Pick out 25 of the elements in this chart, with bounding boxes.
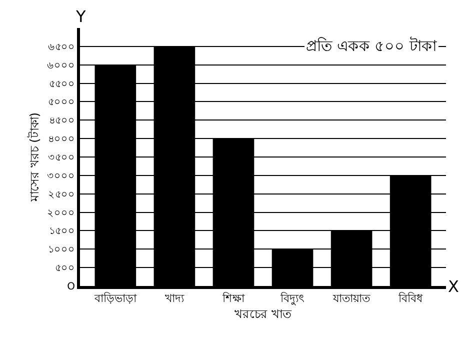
y-tick-label: ৫০০: [55, 263, 75, 274]
y-tick-label: ৩৫০০: [48, 152, 75, 164]
x-tick-label: যাতায়াত: [332, 292, 372, 306]
x-tick-label: বিবিধ: [398, 292, 424, 306]
x-tick-label: বিদ্যুৎ: [280, 292, 305, 306]
y-tick-label: ৪৫০০: [49, 116, 75, 127]
annotation: প্রতি একক ৫০০ টাকা: [306, 37, 438, 55]
y-tick-label: ৬০০০: [47, 60, 75, 72]
text: Y: [75, 7, 86, 26]
text: X: [448, 277, 459, 296]
y-tick-label: ৬৫০০: [48, 42, 75, 53]
x-tick-label: খাদ্য: [164, 292, 185, 306]
y-tick-label: O: [67, 282, 76, 292]
y-tick-label: ৫০০০: [48, 97, 75, 108]
y-tick-label: ২৫০০: [48, 189, 75, 200]
y-tick-label: ১০০০: [48, 244, 75, 256]
x-tick-label: শিক্ষা: [221, 292, 246, 306]
y-tick-label: ১৫০০: [49, 226, 75, 238]
x-axis-title: খরচের খাত: [234, 307, 292, 322]
y-tick-label: ২০০০: [47, 208, 75, 219]
x-tick-label: বাড়িভাড়া: [93, 292, 138, 306]
y-axis-title: মাসের খরচ (টাকা): [27, 112, 42, 202]
y-tick-label: ৫৫০০: [49, 78, 75, 90]
y-tick-label: ৩০০০: [47, 170, 75, 182]
y-tick-label: ৪০০০: [48, 134, 75, 146]
